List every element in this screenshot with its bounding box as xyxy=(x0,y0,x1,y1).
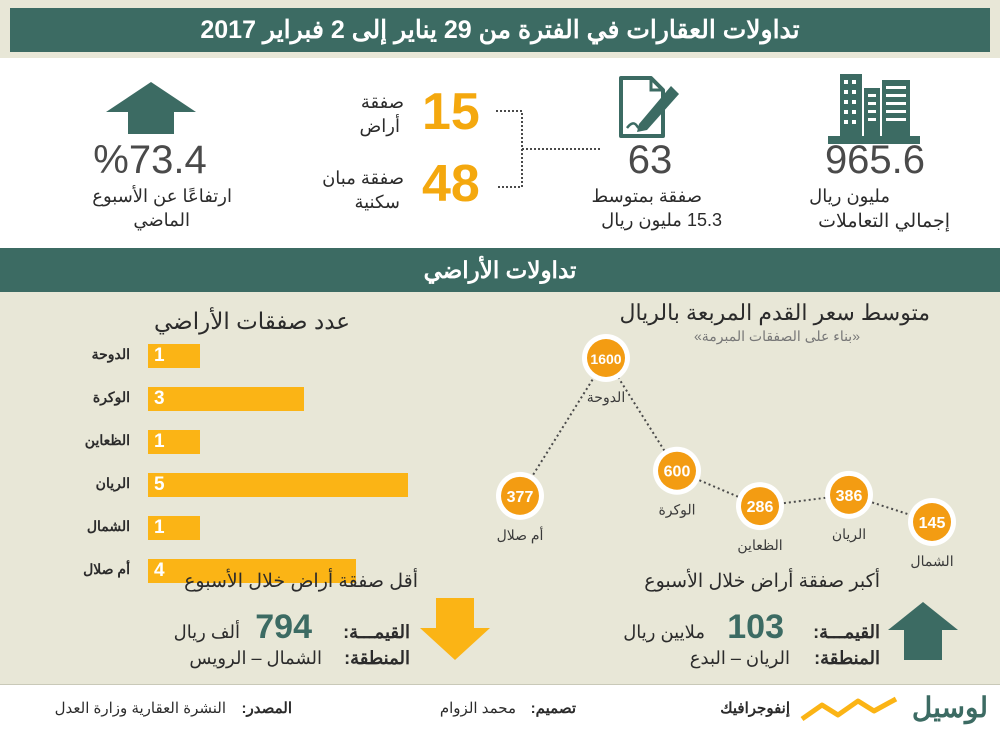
line-point xyxy=(658,451,696,490)
zigzag-logo-icon xyxy=(800,696,898,722)
land-deals-label-2: أراض xyxy=(359,116,400,136)
stats-strip: 965.6 مليون ريال إجمالي التعاملات 63 صفق… xyxy=(0,58,1000,248)
line-point-label: أم صلال xyxy=(497,525,544,544)
bar-value-label: 4 xyxy=(154,560,165,581)
land-section: عدد صفقات الأراضي الدوحة 1 الوكرة 3 الظعاين 1… xyxy=(0,292,1000,684)
min-deal-value-label: القيمـــة: xyxy=(343,622,410,642)
line-point-value: 145 xyxy=(919,515,946,532)
line-point-value: 386 xyxy=(836,488,863,505)
infographic-label: إنفوجرافيك xyxy=(720,700,790,717)
line-point-label: الدوحة xyxy=(587,389,625,406)
bar-value-label: 3 xyxy=(154,388,165,409)
bar-value-label: 1 xyxy=(154,345,165,366)
arrow-up-icon xyxy=(888,602,958,660)
min-deal-area: الشمال – الرويس xyxy=(189,648,322,668)
bar: 5 xyxy=(148,473,408,497)
line-point xyxy=(741,487,779,526)
line-point-label: الظعاين xyxy=(737,537,782,554)
line-point xyxy=(587,339,625,377)
title-bar: تداولات العقارات في الفترة من 29 يناير إ… xyxy=(0,0,1000,58)
bar: 1 xyxy=(148,516,200,540)
line-point xyxy=(830,475,868,514)
total-value: 965.6 xyxy=(824,138,926,182)
bar: 3 xyxy=(148,387,304,411)
deals-label-2: 15.3 مليون ريال xyxy=(601,210,722,230)
page-title: تداولات العقارات في الفترة من 29 يناير إ… xyxy=(10,8,990,52)
land-deals-label-1: صفقة xyxy=(360,92,404,112)
buildings-icon xyxy=(828,74,920,144)
total-unit: مليون ريال xyxy=(809,186,890,206)
bar-category-label: الدوحة xyxy=(91,346,130,362)
deals-count: 63 xyxy=(627,138,673,182)
min-deal-area-label: المنطقة: xyxy=(344,648,410,668)
bar: 4 xyxy=(148,559,356,583)
line-point-label: الوكرة xyxy=(658,502,695,519)
residential-deals-label-2: سكنية xyxy=(354,192,400,212)
source-text: النشرة العقارية وزارة العدل xyxy=(54,700,226,717)
line-point-value: 1600 xyxy=(590,351,621,367)
bar-category-label: الشمال xyxy=(86,518,130,534)
brand-logo: لوسيل xyxy=(911,692,988,723)
max-deal-area: الريان – البدع xyxy=(689,648,790,668)
min-deal-value-unit: ألف ريال xyxy=(173,622,240,642)
line-point-value: 286 xyxy=(747,499,774,516)
residential-deals-label-1: صفقة مبان xyxy=(322,168,404,188)
arrow-down-icon xyxy=(420,598,490,660)
bar-category-label: أم صلال xyxy=(83,561,130,577)
deals-label-1: صفقة بمتوسط xyxy=(591,186,702,206)
arrow-up-icon xyxy=(106,82,196,134)
line-point xyxy=(501,476,539,515)
residential-deals-count: 48 xyxy=(422,155,480,213)
section-title: تداولات الأراضي xyxy=(0,248,1000,292)
bar-value-label: 1 xyxy=(154,517,165,538)
line-chart-title: متوسط سعر القدم المربعة بالريال xyxy=(619,300,930,325)
line-point-value: 377 xyxy=(507,489,534,506)
bar-value-label: 1 xyxy=(154,431,165,452)
land-deals-count: 15 xyxy=(422,83,480,141)
change-label-1: ارتفاعًا عن الأسبوع xyxy=(92,186,232,206)
change-label-2: الماضي xyxy=(133,210,190,230)
bracket-connector xyxy=(496,110,602,188)
total-label: إجمالي التعاملات xyxy=(818,211,950,232)
bar: 1 xyxy=(148,430,200,454)
bar: 1 xyxy=(148,344,200,368)
source-label: المصدر: xyxy=(241,700,292,717)
max-deal-area-label: المنطقة: xyxy=(814,648,880,668)
max-deal-value: 103 xyxy=(727,608,784,646)
footer: لوسيل إنفوجرافيك تصميم: محمد الزوام المص… xyxy=(0,684,1000,733)
min-deal-title: أقل صفقة أراض خلال الأسبوع xyxy=(184,571,418,592)
line-point-value: 600 xyxy=(664,464,691,481)
min-deal-value: 794 xyxy=(255,608,312,646)
change-value: %73.4 xyxy=(93,138,207,182)
contract-pen-icon xyxy=(619,76,679,138)
design-label: تصميم: xyxy=(530,700,576,717)
bar-category-label: الوكرة xyxy=(92,389,130,405)
line-point-label: الشمال xyxy=(910,553,953,569)
max-deal-value-unit: ملايين ريال xyxy=(623,622,705,642)
bar-category-label: الريان xyxy=(95,475,130,491)
design-name: محمد الزوام xyxy=(439,700,516,717)
max-deal-value-label: القيمـــة: xyxy=(813,622,880,642)
line-chart: 377 أم صلال 1600 الدوحة 600 الوكرة 286 الظعاين 3… xyxy=(496,334,956,569)
line-chart-subtitle: «بناء على الصفقات المبرمة» xyxy=(694,328,860,344)
bar-chart-title: عدد صفقات الأراضي xyxy=(154,308,350,334)
max-deal-title: أكبر صفقة أراض خلال الأسبوع xyxy=(644,571,880,592)
bar-category-label: الظعاين xyxy=(84,432,130,448)
bar-value-label: 5 xyxy=(154,474,165,495)
line-point xyxy=(913,503,951,541)
line-point-label: الريان xyxy=(832,526,866,543)
